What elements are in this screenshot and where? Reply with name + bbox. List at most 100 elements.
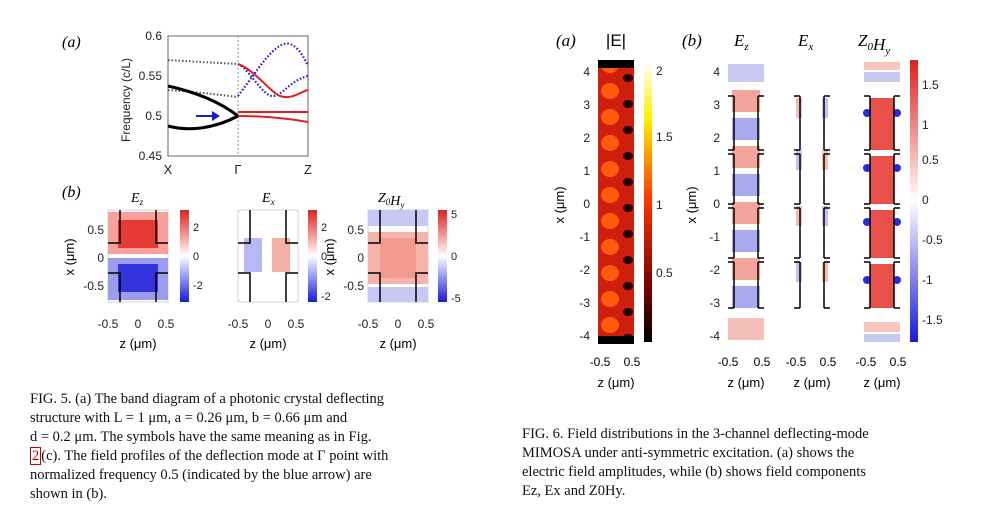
svg-text:Ex: Ex: [797, 31, 813, 53]
fig5: (a) (b) Frequency (c/L) 0.6 0.55 0.5 0.4…: [0, 0, 500, 390]
map-ytick: -0.5: [83, 279, 104, 293]
svg-text:-0.5: -0.5: [228, 317, 249, 331]
band-ytick: 0.5: [145, 109, 162, 123]
svg-text:0: 0: [451, 251, 457, 263]
svg-text:1: 1: [922, 118, 929, 132]
svg-text:3: 3: [583, 98, 590, 112]
caption-line: structure with L = 1 μm, a = 0.26 μm, b …: [30, 410, 348, 426]
svg-text:-1.5: -1.5: [922, 313, 943, 327]
band-curve-blue-2: [237, 42, 309, 97]
band-curve-red-3: [237, 115, 309, 123]
svg-text:0: 0: [922, 193, 929, 207]
svg-text:0.5: 0.5: [418, 317, 435, 331]
figure-reference-link[interactable]: 2: [30, 447, 42, 465]
band-xtick: Γ: [234, 162, 241, 177]
svg-text:0.5: 0.5: [624, 355, 641, 369]
svg-text:z (μm): z (μm): [597, 375, 634, 390]
svg-text:0.5: 0.5: [347, 223, 364, 237]
abs-title: |E|: [606, 31, 626, 50]
svg-text:-0.5: -0.5: [343, 279, 364, 293]
svg-text:1.5: 1.5: [656, 130, 673, 144]
svg-text:4: 4: [713, 65, 720, 79]
fig6: (a) (b) |E| 2 1.5 1 0.5 4 3 2 1 0 -1 -2 -3 -…: [520, 0, 1003, 410]
svg-text:Z0Hy: Z0Hy: [858, 31, 890, 57]
svg-text:-0.5: -0.5: [718, 355, 739, 369]
svg-text:0: 0: [583, 197, 590, 211]
map-ylabel: x (μm): [62, 238, 77, 275]
svg-text:Z0Hy: Z0Hy: [378, 191, 404, 210]
band-diagram: Frequency (c/L) 0.6 0.55 0.5 0.45 X Γ Z: [119, 29, 312, 177]
svg-text:2: 2: [193, 222, 199, 234]
svg-text:0.5: 0.5: [922, 153, 939, 167]
blue-arrow-head: [212, 111, 220, 121]
fig5-map-ez: Ez 2 0 -2 0.5 0 -0.5 x (μm) -0.5 0 0.5 z (μm…: [62, 191, 203, 351]
map-xlabel: z (μm): [119, 336, 156, 351]
svg-text:1.5: 1.5: [922, 78, 939, 92]
svg-text:x (μm): x (μm): [552, 186, 567, 223]
svg-text:0.5: 0.5: [890, 355, 907, 369]
svg-text:-2: -2: [321, 291, 331, 303]
svg-text:-2: -2: [193, 280, 203, 292]
fig5-map-hy: Z0Hy 5 0 -5 0.5 0 -0.5 x (μm) -0.5 0 0.5 z (μm…: [322, 191, 461, 351]
fig6-ez: Ez 4 3 2 1 0 -1 -2 -3 -4 x (μm) -0.5 0.5 z (μ…: [684, 31, 771, 390]
svg-text:2: 2: [321, 222, 327, 234]
svg-text:-3: -3: [579, 296, 590, 310]
fig5-map-ex: Ex 2 0 -2 -0.5 0 0.5 z (μm): [228, 191, 331, 351]
svg-text:-5: -5: [451, 293, 461, 305]
svg-text:0: 0: [357, 251, 364, 265]
fig6-panel-b-label: (b): [682, 31, 702, 50]
fig5-panel-b-label: (b): [62, 184, 81, 201]
band-curve-gray-upper: [167, 59, 239, 65]
svg-text:-1: -1: [579, 230, 590, 244]
svg-text:0: 0: [135, 317, 142, 331]
svg-text:z (μm): z (μm): [249, 336, 286, 351]
svg-text:-4: -4: [709, 329, 720, 343]
band-xtick: Z: [304, 162, 312, 177]
svg-text:-4: -4: [579, 329, 590, 343]
svg-text:0.5: 0.5: [656, 266, 673, 280]
fig5-caption: FIG. 5. (a) The band diagram of a photon…: [30, 390, 500, 504]
band-xtick: X: [164, 162, 173, 177]
svg-text:1: 1: [656, 198, 663, 212]
band-curve-blue-1: [237, 63, 309, 98]
svg-text:0.5: 0.5: [288, 317, 305, 331]
band-curve-black-1: [167, 84, 239, 118]
svg-text:0: 0: [713, 197, 720, 211]
svg-text:z (μm): z (μm): [793, 375, 830, 390]
svg-text:-0.5: -0.5: [590, 355, 611, 369]
svg-text:Ez: Ez: [733, 31, 749, 53]
map-title: Ez: [130, 191, 144, 207]
svg-text:-2: -2: [579, 263, 590, 277]
svg-text:-1: -1: [709, 230, 720, 244]
caption-line: normalized frequency 0.5 (indicated by t…: [30, 467, 372, 483]
fig6-graphics: (a) (b) |E| 2 1.5 1 0.5 4 3 2 1 0 -1 -2 -3 -…: [552, 31, 943, 390]
svg-text:0.5: 0.5: [754, 355, 771, 369]
svg-text:z (μm): z (μm): [863, 375, 900, 390]
svg-text:x (μm): x (μm): [684, 186, 699, 223]
svg-text:Ex: Ex: [261, 191, 275, 207]
svg-text:-0.5: -0.5: [856, 355, 877, 369]
map-ytick: 0: [97, 251, 104, 265]
svg-text:-0.5: -0.5: [358, 317, 379, 331]
caption-line: FIG. 5. (a) The band diagram of a photon…: [30, 391, 385, 407]
svg-text:5: 5: [451, 209, 457, 221]
caption-line: Ez, Ex and Z0Hy.: [522, 483, 626, 499]
svg-text:x (μm): x (μm): [322, 238, 337, 275]
svg-text:0.5: 0.5: [820, 355, 837, 369]
svg-text:3: 3: [713, 98, 720, 112]
svg-text:4: 4: [583, 65, 590, 79]
svg-text:-0.5: -0.5: [98, 317, 119, 331]
band-ylabel: Frequency (c/L): [119, 58, 133, 142]
svg-text:0: 0: [193, 251, 199, 263]
caption-line: FIG. 6. Field distributions in the 3-cha…: [522, 426, 869, 442]
caption-line: shown in (b).: [30, 486, 107, 502]
band-ytick: 0.45: [139, 149, 163, 163]
svg-text:-0.5: -0.5: [922, 233, 943, 247]
band-curve-gray-lower: [167, 89, 239, 98]
band-curve-black-2: [167, 114, 239, 131]
svg-text:-1: -1: [922, 273, 933, 287]
svg-text:2: 2: [713, 131, 720, 145]
caption-line: electric field amplitudes, while (b) sho…: [522, 464, 866, 480]
fig5-panel-a-label: (a): [62, 34, 81, 51]
caption-line: MIMOSA under anti-symmetric excitation. …: [522, 445, 855, 461]
